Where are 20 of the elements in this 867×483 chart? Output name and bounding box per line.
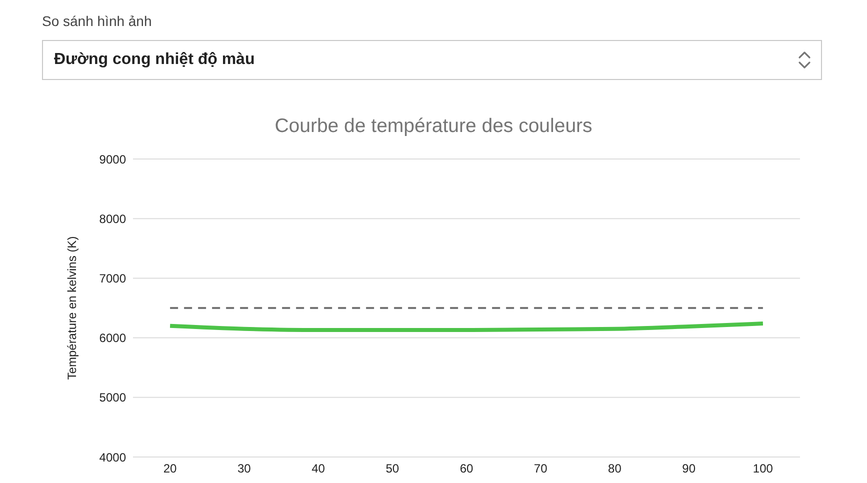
y-tick-label: 4000 (99, 450, 126, 464)
y-tick-label: 6000 (99, 331, 126, 346)
x-tick-label: 40 (312, 462, 326, 476)
x-tick-label: 30 (237, 462, 252, 476)
y-tick-label: 9000 (99, 152, 126, 166)
chart-title: Courbe de température des couleurs (274, 114, 594, 139)
x-tick-label: 70 (534, 462, 548, 476)
text: So sánh hình ảnh (42, 12, 152, 30)
x-tick-label: 80 (608, 462, 622, 476)
x-tick-label: 60 (460, 462, 474, 476)
y-tick-label: 5000 (99, 390, 126, 405)
y-tick-label: 8000 (99, 212, 126, 226)
y-axis-title: Température en kelvins (K) (65, 236, 79, 380)
x-tick-label: 20 (163, 462, 178, 476)
y-tick-label: 7000 (99, 271, 126, 286)
dropdown-field: Đường cong nhiệt độ màu (42, 40, 822, 80)
line-series (168, 321, 765, 332)
x-tick-label: 50 (386, 462, 400, 476)
x-tick-label: 90 (682, 462, 696, 476)
x-tick-label: 100 (752, 462, 774, 476)
